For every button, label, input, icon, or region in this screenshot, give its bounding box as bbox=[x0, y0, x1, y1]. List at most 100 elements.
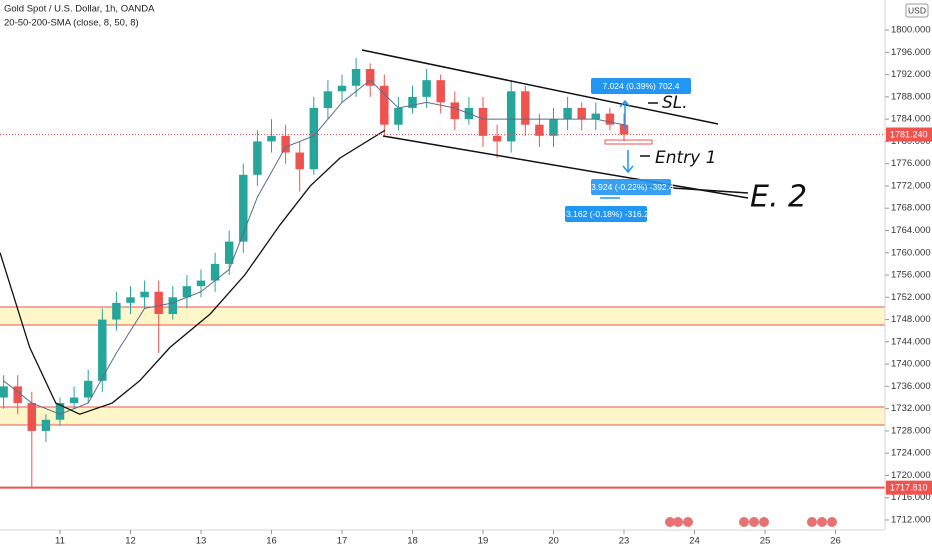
event-icon bbox=[817, 517, 827, 527]
entry-marker bbox=[604, 139, 653, 145]
candle-body bbox=[112, 302, 121, 320]
y-tick-label: 1736.000 bbox=[891, 381, 931, 392]
chart-title: Gold Spot / U.S. Dollar, 1h, OANDA bbox=[4, 4, 155, 15]
y-tick-label: 1788.000 bbox=[891, 91, 931, 102]
candle-body bbox=[83, 380, 93, 398]
candle-body bbox=[450, 102, 460, 120]
price-label: 1717.810 bbox=[890, 483, 928, 493]
candle-body bbox=[0, 386, 8, 398]
y-tick-label: 1716.000 bbox=[891, 492, 931, 503]
y-tick-label: 1756.000 bbox=[891, 270, 931, 281]
event-icon bbox=[665, 517, 675, 527]
candle-body bbox=[253, 141, 262, 175]
price-label-box bbox=[886, 127, 932, 142]
candle-body bbox=[224, 241, 234, 264]
y-tick-label: 1752.000 bbox=[891, 292, 931, 303]
candle-body bbox=[210, 263, 220, 281]
zone bbox=[0, 407, 885, 425]
candle-body bbox=[408, 96, 417, 109]
x-tick-label: 16 bbox=[266, 536, 277, 547]
x-tick-label: 25 bbox=[760, 536, 771, 547]
candle-body bbox=[563, 108, 572, 120]
y-tick-label: 1748.000 bbox=[891, 314, 931, 325]
candle-body bbox=[239, 174, 248, 242]
event-icon bbox=[683, 517, 693, 527]
x-tick-label: 20 bbox=[548, 536, 559, 547]
y-tick-label: 1724.000 bbox=[891, 448, 931, 459]
y-tick-label: 1800.000 bbox=[891, 25, 931, 36]
candle-body bbox=[337, 85, 347, 92]
candle-body bbox=[351, 69, 361, 86]
candle-body bbox=[422, 80, 431, 97]
y-tick-label: 1764.000 bbox=[891, 225, 931, 236]
y-tick-label: 1712.000 bbox=[891, 514, 931, 525]
measure-label: -3.924 (-0.22%) -392.4 bbox=[588, 182, 674, 192]
candle-body bbox=[281, 135, 290, 153]
event-icon bbox=[749, 517, 759, 527]
candle-body bbox=[394, 108, 403, 125]
candle-body bbox=[140, 291, 149, 298]
event-icon bbox=[739, 517, 749, 527]
candle-body bbox=[41, 419, 51, 431]
zone bbox=[0, 307, 885, 325]
candle-body bbox=[605, 113, 615, 125]
measure-arrow bbox=[619, 99, 631, 108]
candle-body bbox=[619, 124, 629, 135]
candle-body bbox=[196, 280, 206, 287]
trend-line bbox=[382, 135, 749, 199]
x-tick-label: 19 bbox=[478, 536, 489, 547]
annotation: E. 2 bbox=[750, 180, 807, 215]
candle-body bbox=[267, 135, 276, 142]
candle-body bbox=[27, 403, 37, 431]
event-icon bbox=[759, 517, 769, 527]
y-tick-label: 1732.000 bbox=[891, 403, 931, 414]
candle-body bbox=[309, 108, 319, 170]
candle-body bbox=[182, 286, 192, 298]
annotation: SL. bbox=[662, 93, 688, 113]
x-tick-label: 13 bbox=[196, 536, 207, 547]
y-tick-label: 1776.000 bbox=[891, 158, 931, 169]
candle-body bbox=[55, 403, 65, 420]
axis-layer: 1712.000 1716.000 1720.000 1724.000 1728.000… bbox=[55, 25, 932, 547]
measure-label: -3.162 (-0.18%) -316.2 bbox=[563, 209, 649, 219]
annotation: Entry 1 bbox=[655, 148, 716, 168]
y-tick-label: 1796.000 bbox=[891, 47, 931, 58]
candle-body bbox=[506, 91, 516, 142]
candle-body bbox=[154, 291, 163, 314]
currency-box bbox=[905, 3, 929, 18]
y-tick-label: 1744.000 bbox=[891, 336, 931, 347]
price-axis bbox=[885, 0, 932, 550]
moving-average bbox=[3, 79, 625, 415]
candle-body bbox=[535, 124, 544, 136]
candle-body bbox=[323, 91, 333, 109]
x-tick-label: 26 bbox=[830, 536, 841, 547]
x-tick-label: 23 bbox=[619, 536, 630, 547]
y-tick-label: 1728.000 bbox=[891, 425, 931, 436]
x-tick-label: 12 bbox=[125, 536, 136, 547]
price-label: 1781.240 bbox=[890, 129, 928, 139]
y-tick-label: 1784.000 bbox=[891, 114, 931, 125]
moving-average bbox=[0, 129, 386, 415]
price-label-box bbox=[886, 480, 932, 495]
drawings-under bbox=[0, 306, 885, 426]
trend-line bbox=[361, 49, 719, 125]
candle-body bbox=[365, 69, 375, 86]
candle-body bbox=[436, 80, 445, 103]
y-tick-label: 1760.000 bbox=[891, 247, 931, 258]
y-tick-label: 1720.000 bbox=[891, 470, 931, 481]
candle-body bbox=[13, 386, 22, 404]
currency: USD bbox=[908, 5, 926, 15]
candle-body bbox=[380, 85, 389, 125]
drawings: 7.024 (0.39%) 702.4 -3.924 (-0.22%) -392… bbox=[361, 49, 807, 222]
measure-label: 7.024 (0.39%) 702.4 bbox=[602, 81, 679, 91]
x-tick-label: 24 bbox=[689, 536, 700, 547]
x-tick-label: 18 bbox=[407, 536, 418, 547]
candle-body bbox=[168, 297, 178, 314]
candle-body bbox=[492, 135, 502, 142]
y-tick-label: 1740.000 bbox=[891, 359, 931, 370]
y-tick-label: 1768.000 bbox=[891, 203, 931, 214]
candle-body bbox=[98, 319, 107, 381]
candle-body bbox=[549, 119, 558, 136]
